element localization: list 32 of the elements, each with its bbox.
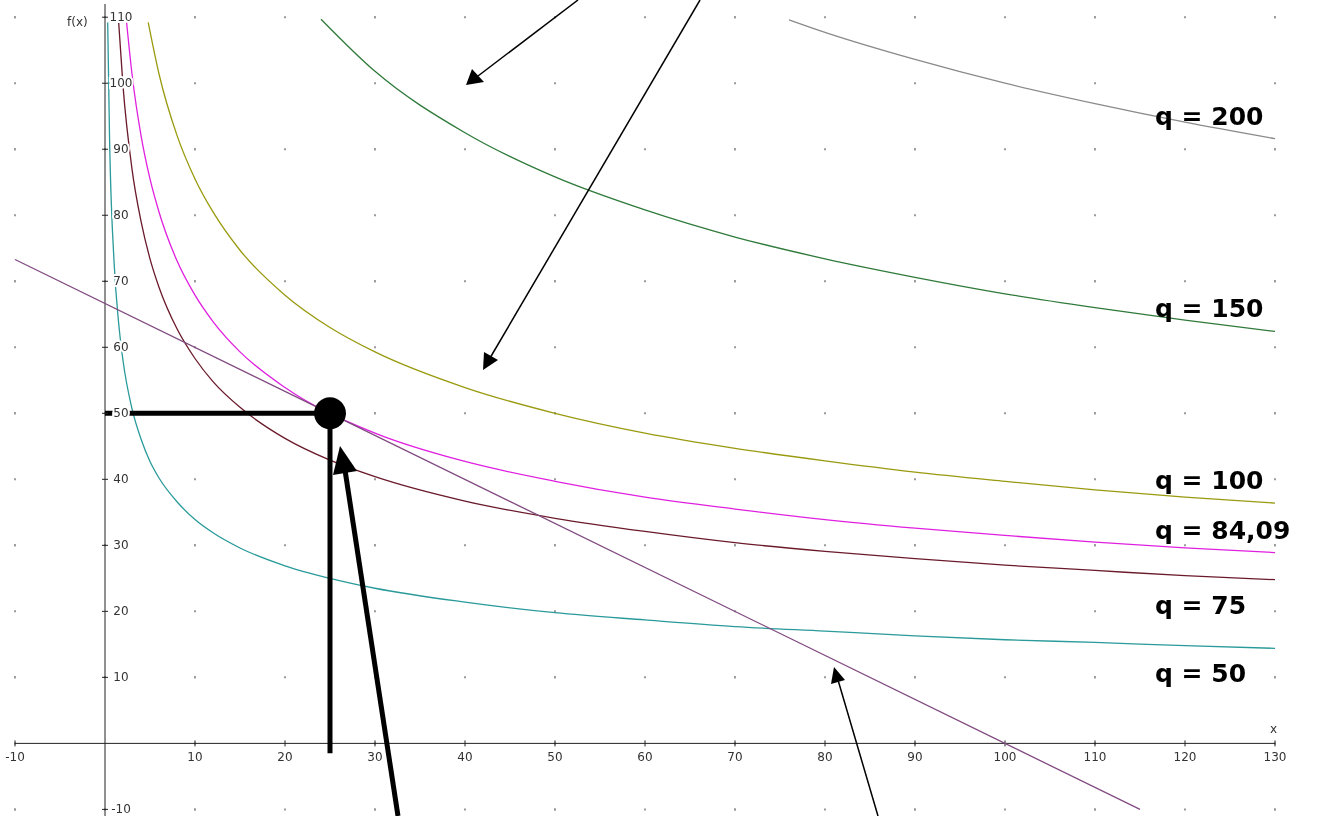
x-tick-label: 20	[277, 750, 293, 765]
y-tick-label: 30	[113, 538, 129, 553]
y-tick-label: 20	[113, 604, 129, 619]
y-axis-title: f(x)	[67, 15, 88, 29]
x-tick-label: 90	[907, 750, 923, 765]
x-tick-label: -10	[5, 750, 25, 765]
series-label: q = 84,09	[1155, 515, 1291, 545]
x-tick-label: 120	[1173, 750, 1197, 765]
y-tick-label: 80	[113, 208, 129, 223]
x-tick-label: 10	[187, 750, 203, 765]
x-tick-label: 70	[727, 750, 743, 765]
x-tick-label: 40	[457, 750, 473, 765]
y-tick-label: 110	[109, 10, 133, 25]
y-tick-label: -10	[111, 802, 131, 816]
x-tick-label: 80	[817, 750, 833, 765]
x-axis-title: x	[1270, 722, 1278, 737]
y-tick-label: 40	[113, 472, 129, 487]
x-tick-label: 60	[637, 750, 653, 765]
series-label: q = 100	[1155, 466, 1264, 496]
series-label: q = 200	[1155, 101, 1264, 131]
line-series	[320, 18, 1276, 333]
x-tick-label: 100	[993, 750, 1017, 765]
x-tick-label: 30	[367, 750, 383, 765]
x-tick-label: 130	[1263, 750, 1287, 765]
y-tick-label: 90	[113, 142, 129, 157]
x-tick-label: 50	[547, 750, 563, 765]
series-label: q = 150	[1155, 294, 1264, 324]
series-label: q = 50	[1155, 659, 1247, 689]
x-tick-label: 110	[1083, 750, 1107, 765]
series-label: q = 75	[1155, 590, 1247, 620]
line-series	[788, 19, 1276, 140]
y-tick-label: 10	[113, 670, 129, 685]
